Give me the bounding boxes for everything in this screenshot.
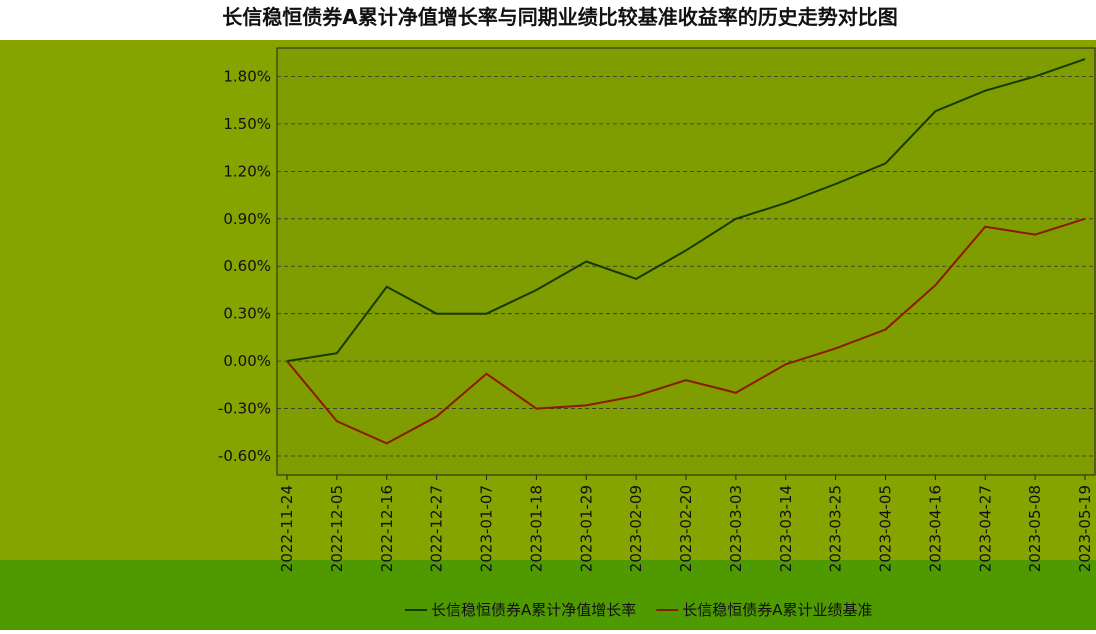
x-tick-label: 2022-12-16 (378, 485, 396, 572)
y-tick-label: 0.90% (223, 210, 271, 228)
x-tick-label: 2023-04-05 (877, 485, 895, 572)
y-tick-label: 0.30% (223, 305, 271, 323)
y-tick-label: 0.00% (223, 352, 271, 370)
x-tick-label: 2023-05-19 (1076, 485, 1094, 572)
x-tick-label: 2023-03-25 (827, 485, 845, 572)
x-tick-label: 2023-03-03 (727, 485, 745, 572)
y-tick-label: 1.20% (223, 162, 271, 180)
x-tick-label: 2023-02-09 (627, 485, 645, 572)
page: {"chart_data": {"type": "line", "title":… (0, 0, 1096, 630)
y-tick-label: 1.80% (223, 67, 271, 85)
x-tick-label: 2023-02-20 (677, 485, 695, 572)
chart-title: 长信稳恒债券A累计净值增长率与同期业绩比较基准收益率的历史走势对比图 (222, 5, 897, 29)
x-tick-label: 2023-04-27 (976, 485, 994, 572)
x-tick-label: 2022-12-05 (328, 485, 346, 572)
x-tick-label: 2022-11-24 (278, 485, 296, 572)
x-tick-label: 2023-01-29 (577, 485, 595, 572)
chart: 长信稳恒债券A累计净值增长率与同期业绩比较基准收益率的历史走势对比图 -0.60… (0, 0, 1096, 630)
x-tick-label: 2022-12-27 (428, 485, 446, 572)
legend-label: 长信稳恒债券A累计净值增长率 (431, 601, 636, 619)
x-tick-label: 2023-04-16 (926, 485, 944, 572)
x-tick-label: 2023-01-18 (527, 485, 545, 572)
x-tick-label: 2023-01-07 (478, 485, 496, 572)
y-tick-label: 0.60% (223, 257, 271, 275)
x-tick-label: 2023-05-08 (1026, 485, 1044, 572)
y-tick-label: -0.60% (218, 447, 271, 465)
x-tick-label: 2023-03-14 (777, 485, 795, 572)
legend-label: 长信稳恒债券A累计业绩基准 (682, 601, 872, 619)
plot-area (277, 48, 1095, 475)
y-tick-label: -0.30% (218, 400, 271, 418)
y-tick-label: 1.50% (223, 115, 271, 133)
